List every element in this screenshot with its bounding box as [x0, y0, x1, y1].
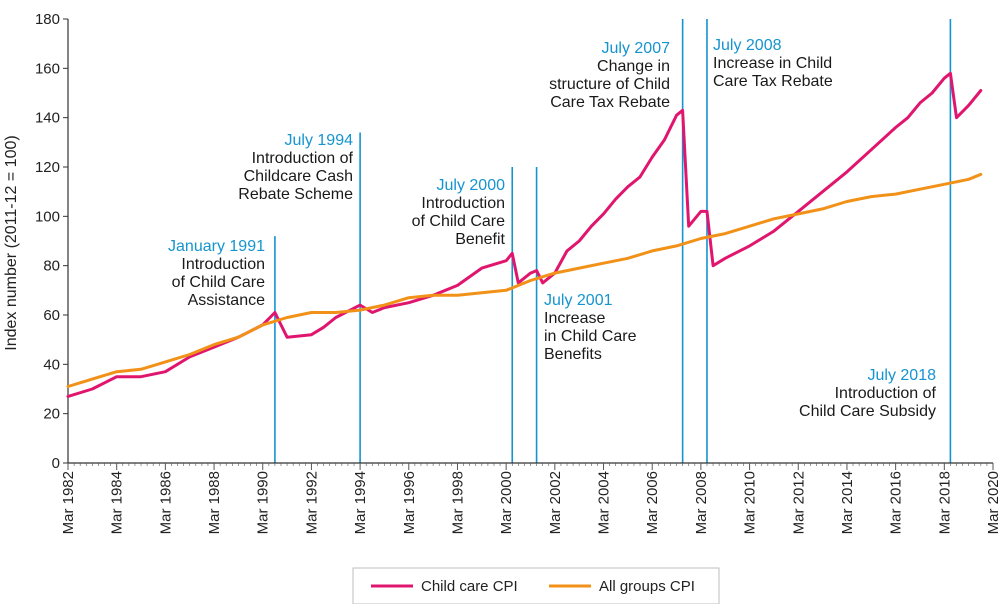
y-tick-label: 20: [43, 406, 60, 423]
annotation-text: of Child Care: [412, 213, 505, 230]
x-tick-label: Mar 1984: [109, 471, 126, 534]
annotation-title: July 2001: [544, 292, 613, 309]
x-tick-label: Mar 2000: [498, 471, 515, 534]
y-tick-label: 140: [35, 110, 60, 127]
annotation-title: July 2000: [437, 177, 506, 194]
y-tick-label: 120: [35, 159, 60, 176]
annotation-text: Assistance: [188, 292, 265, 309]
y-tick-label: 80: [43, 258, 60, 275]
annotation-title: July 2008: [713, 37, 782, 54]
annotation-text: of Child Care: [172, 274, 265, 291]
x-tick-label: Mar 2010: [742, 471, 759, 534]
y-axis-title: Index number (2011-12 = 100): [3, 135, 20, 350]
axes: 0 20 40 60 80 100 120 140 160 180 Mar 1982 Mar 1984…: [35, 11, 1002, 534]
x-tick-label: Mar 2020: [985, 471, 1002, 534]
x-tick-label: Mar 2008: [693, 471, 710, 534]
x-tick-label: Mar 2016: [888, 471, 905, 534]
annotation-title: July 1994: [285, 132, 354, 149]
legend-label-2: All groups CPI: [599, 578, 695, 595]
y-tick-label: 160: [35, 60, 60, 77]
y-tick-label: 40: [43, 356, 60, 373]
legend-label-1: Child care CPI: [421, 578, 518, 595]
annotation-text: Care Tax Rebate: [550, 94, 670, 111]
x-tick-label: Mar 2004: [596, 471, 613, 534]
annotation-text: in Child Care: [544, 328, 637, 345]
x-tick-label: Mar 2014: [839, 471, 856, 534]
x-tick-label: Mar 1990: [255, 471, 272, 534]
x-tick-label: Mar 1992: [303, 471, 320, 534]
annotation-text: Change in: [597, 58, 670, 75]
annotation-text: Increase in Child: [713, 55, 832, 72]
y-tick-label: 0: [52, 455, 60, 472]
annotation-text: Introduction: [421, 195, 505, 212]
series-line-child-care-cpi: [66, 71, 983, 398]
y-tick-label: 60: [43, 307, 60, 324]
x-tick-label: Mar 2002: [547, 471, 564, 534]
x-tick-label: Mar 2006: [644, 471, 661, 534]
annotation-text: Care Tax Rebate: [713, 73, 833, 90]
legend: Child care CPI All groups CPI: [352, 567, 720, 605]
annotation-text: structure of Child: [549, 76, 670, 93]
annotation-text: Increase: [544, 310, 605, 327]
annotation-text: Introduction of: [835, 385, 937, 402]
legend-box: [352, 567, 720, 605]
annotation-text: Benefits: [544, 346, 602, 363]
annotation-title: July 2018: [868, 367, 937, 384]
y-tick-label: 180: [35, 11, 60, 28]
annotation-title: January 1991: [168, 238, 265, 255]
x-tick-label: Mar 1986: [157, 471, 174, 534]
annotation-text: Rebate Scheme: [238, 186, 353, 203]
x-tick-label: Mar 1988: [206, 471, 223, 534]
series-lines: [66, 71, 983, 398]
x-tick-label: Mar 1996: [401, 471, 418, 534]
annotation-text: Introduction of: [252, 150, 354, 167]
x-tick-label: Mar 1994: [352, 471, 369, 534]
annotation-text: Introduction: [181, 256, 265, 273]
event-lines: [274, 19, 952, 463]
x-tick-label: Mar 1982: [60, 471, 77, 534]
series-line-all-groups-cpi: [66, 172, 983, 388]
x-tick-label: Mar 1998: [449, 471, 466, 534]
annotation-text: Childcare Cash: [244, 168, 353, 185]
x-tick-label: Mar 2012: [790, 471, 807, 534]
annotation-text: Child Care Subsidy: [799, 403, 936, 420]
annotation-text: Benefit: [455, 231, 505, 248]
y-tick-label: 100: [35, 208, 60, 225]
annotation-title: July 2007: [602, 40, 671, 57]
x-tick-label: Mar 2018: [936, 471, 953, 534]
